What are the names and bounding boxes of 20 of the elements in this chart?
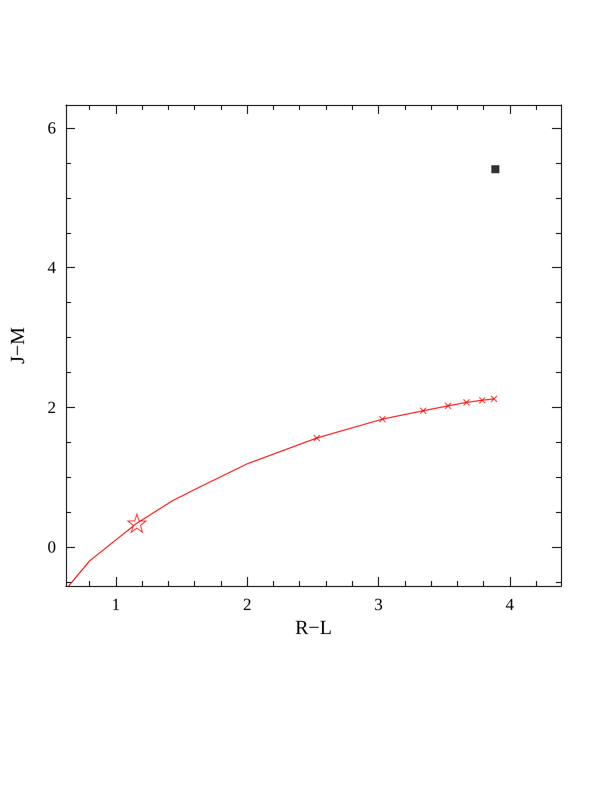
line-series bbox=[68, 398, 495, 586]
x-tick-label: 1 bbox=[112, 595, 120, 614]
point bbox=[378, 416, 386, 423]
x-tick-label: 4 bbox=[506, 595, 515, 614]
point bbox=[420, 407, 427, 414]
x-tick-label: 2 bbox=[242, 595, 252, 614]
x-tick-label: 3 bbox=[374, 595, 383, 614]
point bbox=[462, 398, 470, 406]
y-tick-label: 6 bbox=[48, 118, 56, 138]
point bbox=[478, 396, 486, 404]
point bbox=[444, 402, 452, 410]
x-axis-title: R−L bbox=[295, 616, 332, 639]
point bbox=[127, 514, 146, 533]
point bbox=[313, 434, 320, 442]
point bbox=[490, 395, 498, 402]
y-axis-title: J−M bbox=[7, 326, 29, 364]
y-tick-label: 4 bbox=[48, 258, 56, 278]
y-tick-label: 0 bbox=[48, 537, 56, 556]
point bbox=[491, 165, 500, 174]
y-tick-label: 2 bbox=[48, 398, 56, 417]
